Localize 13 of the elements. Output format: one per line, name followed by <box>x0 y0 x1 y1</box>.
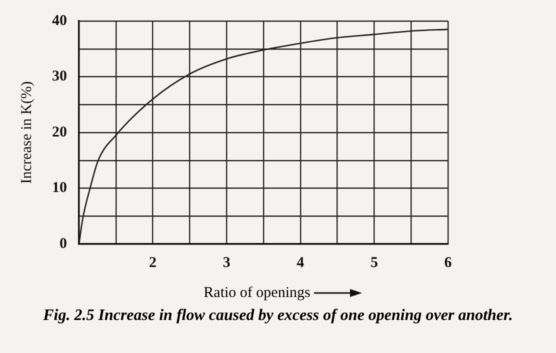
x-tick-label: 5 <box>370 254 378 271</box>
x-tick-label: 2 <box>149 254 157 271</box>
y-tick-label: 0 <box>60 236 67 252</box>
y-tick-label: 30 <box>52 68 67 85</box>
caption: Fig. 2.5 Increase in flow caused by excess of one opening over another. <box>42 306 514 326</box>
y-tick-label: 10 <box>52 180 67 196</box>
x-tick-label: 3 <box>222 254 230 271</box>
y-tick-label: 40 <box>52 12 67 29</box>
x-tick-label: 4 <box>296 254 305 271</box>
x-tick-label: 6 <box>444 254 452 271</box>
x-axis-title: Ratio of openings <box>204 284 310 302</box>
y-tick-label: 20 <box>52 124 67 140</box>
y-axis-title: Increase in K(%) <box>18 81 35 184</box>
